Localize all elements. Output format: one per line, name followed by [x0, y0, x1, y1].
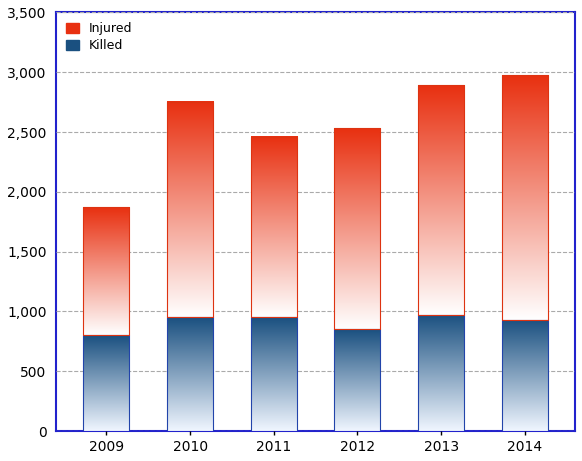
Bar: [335, 129, 381, 329]
Bar: [251, 137, 297, 318]
Bar: [335, 329, 381, 431]
Bar: [83, 335, 129, 431]
Bar: [167, 318, 213, 431]
Bar: [251, 318, 297, 431]
Bar: [167, 102, 213, 318]
Legend: Injured, Killed: Injured, Killed: [61, 18, 137, 57]
Bar: [502, 320, 548, 431]
Bar: [502, 75, 548, 320]
Bar: [83, 207, 129, 335]
Bar: [418, 315, 464, 431]
Bar: [418, 85, 464, 315]
